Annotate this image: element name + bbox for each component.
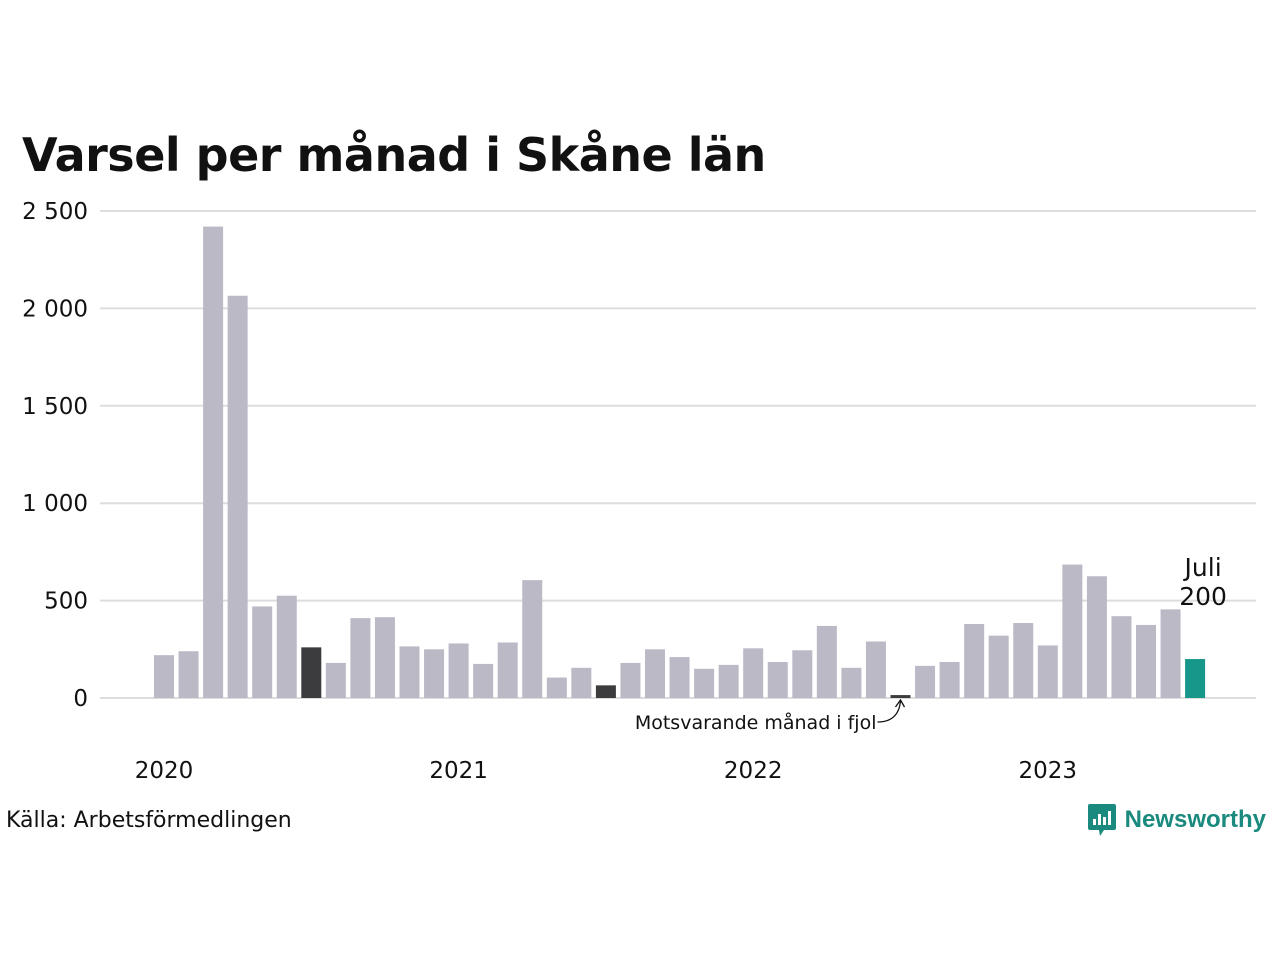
bar-2021-11: [694, 668, 715, 698]
source-note: Källa: Arbetsförmedlingen: [6, 808, 292, 833]
bar-2020-08: [325, 662, 346, 698]
bar-2022-08: [915, 665, 936, 698]
bar-2021-06: [571, 667, 592, 698]
bar-2021-04: [522, 580, 543, 698]
bar-2023-01: [1037, 645, 1058, 698]
bar-2022-12: [1013, 623, 1034, 698]
bar-2020-01: [154, 655, 174, 698]
bar-2022-01: [743, 648, 764, 698]
x-tick-label: 2020: [135, 758, 194, 784]
last-year-arrow-icon: [877, 700, 902, 723]
y-tick-label: 1 000: [22, 491, 88, 517]
brand-name: Newsworthy: [1124, 806, 1266, 833]
bar-2020-05: [252, 606, 273, 698]
y-tick-label: 2 500: [22, 199, 88, 225]
bar-2021-03: [497, 642, 518, 698]
bars: [154, 226, 1206, 699]
bar-2020-11: [399, 646, 420, 698]
bar-2021-07: [595, 685, 616, 698]
bar-2022-11: [988, 635, 1009, 698]
bar-2022-05: [841, 667, 862, 698]
bar-2023-02: [1062, 564, 1083, 698]
bar-2020-06: [276, 595, 297, 698]
annotations: Juli 200 Motsvarande månad i fjol: [635, 553, 1227, 734]
bar-2020-04: [227, 295, 248, 698]
bar-2021-09: [645, 649, 665, 698]
bar-2023-05: [1136, 624, 1156, 698]
last-year-label: Motsvarande månad i fjol: [635, 711, 877, 734]
x-tick-label: 2021: [429, 758, 488, 784]
bar-2020-02: [178, 651, 199, 698]
bar-2023-04: [1111, 616, 1132, 698]
current-month-label: Juli: [1183, 553, 1222, 582]
bar-2022-06: [865, 641, 886, 698]
y-tick-label: 1 500: [22, 394, 88, 420]
y-tick-label: 2 000: [22, 296, 88, 322]
bar-2020-03: [203, 226, 224, 699]
arrowhead-icon: [894, 698, 906, 708]
x-tick-label: 2022: [724, 758, 783, 784]
bar-2020-10: [374, 617, 395, 698]
bar-2021-12: [718, 664, 739, 698]
x-axis-tick-labels: 2020 2021 2022 2023: [135, 758, 1077, 784]
bar-2022-03: [792, 650, 813, 698]
y-axis-tick-labels: 0 500 1 000 1 500 2 000 2 500: [22, 199, 88, 712]
y-tick-label: 500: [44, 589, 88, 615]
bar-2021-08: [620, 662, 641, 698]
brand-logo: Newsworthy: [1087, 802, 1266, 838]
current-value-label: 200: [1179, 582, 1227, 611]
y-tick-label: 0: [73, 686, 88, 712]
bar-2023-03: [1086, 576, 1107, 698]
bar-2022-10: [964, 623, 985, 698]
bar-2022-04: [816, 625, 837, 698]
bar-2021-05: [546, 677, 567, 698]
bar-2023-06: [1160, 609, 1181, 698]
grid-lines: [100, 210, 1256, 699]
newsworthy-logo-icon: [1087, 804, 1116, 836]
bar-2020-07: [301, 647, 322, 698]
bar-2022-09: [939, 661, 960, 698]
bar-2020-12: [424, 649, 445, 698]
bar-2022-07: [890, 695, 911, 698]
bar-2021-10: [669, 657, 690, 698]
bar-2022-02: [767, 661, 788, 698]
x-tick-label: 2023: [1019, 758, 1078, 784]
bar-2023-07: [1185, 659, 1206, 698]
bar-2021-01: [448, 643, 469, 698]
bar-2020-09: [350, 618, 371, 698]
chart-title: Varsel per månad i Skåne län: [22, 128, 766, 182]
bar-2021-02: [473, 663, 494, 698]
